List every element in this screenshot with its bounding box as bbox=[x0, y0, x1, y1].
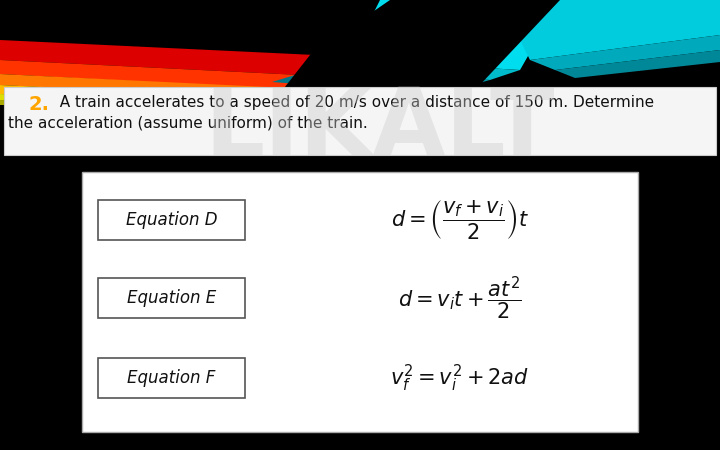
Polygon shape bbox=[0, 100, 285, 108]
Bar bbox=[98, 278, 245, 318]
Text: 2.: 2. bbox=[28, 95, 49, 114]
Bar bbox=[98, 358, 245, 398]
Text: the acceleration (assume uniform) of the train.: the acceleration (assume uniform) of the… bbox=[8, 115, 368, 130]
Text: Equation D: Equation D bbox=[126, 211, 217, 229]
Text: Equation F: Equation F bbox=[127, 369, 216, 387]
Polygon shape bbox=[0, 74, 370, 102]
Polygon shape bbox=[272, 75, 460, 94]
Polygon shape bbox=[270, 0, 560, 106]
Text: A train accelerates to a speed of 20 m/s over a distance of 150 m. Determine: A train accelerates to a speed of 20 m/s… bbox=[50, 95, 654, 110]
Text: Equation E: Equation E bbox=[127, 289, 216, 307]
Bar bbox=[98, 200, 245, 240]
Text: LIKALT: LIKALT bbox=[204, 84, 555, 176]
Text: $d = v_i t + \dfrac{at^2}{2}$: $d = v_i t + \dfrac{at^2}{2}$ bbox=[398, 274, 522, 322]
Polygon shape bbox=[530, 35, 720, 70]
Text: $d = \left(\dfrac{v_f + v_i}{2}\right) t$: $d = \left(\dfrac{v_f + v_i}{2}\right) t… bbox=[391, 198, 529, 242]
Bar bbox=[4, 87, 716, 155]
Polygon shape bbox=[555, 50, 720, 78]
Polygon shape bbox=[0, 94, 310, 106]
Polygon shape bbox=[0, 60, 400, 94]
Polygon shape bbox=[320, 60, 520, 80]
Polygon shape bbox=[0, 40, 420, 80]
Polygon shape bbox=[500, 0, 720, 60]
Bar bbox=[0, 0, 720, 60]
Polygon shape bbox=[295, 68, 490, 88]
Polygon shape bbox=[0, 85, 340, 105]
Text: $v_f^2 = v_i^2 + 2ad$: $v_f^2 = v_i^2 + 2ad$ bbox=[390, 362, 530, 394]
Bar bbox=[82, 172, 638, 432]
Polygon shape bbox=[350, 0, 560, 70]
